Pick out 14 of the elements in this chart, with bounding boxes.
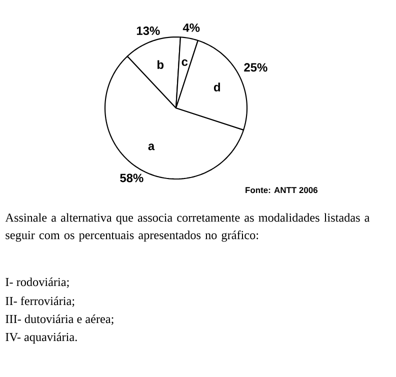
text: Assinale a alternativa que associa corretamente as modalidades listadas a seguir com os percentuais apresentados no gráfico: (5, 213, 370, 242)
text: III- dutoviária e aérea; (6, 314, 114, 325)
text: II- ferroviária; (6, 296, 74, 307)
slice-label: c (182, 59, 188, 66)
data-label: 58% (120, 174, 144, 182)
slice-label: a (148, 144, 155, 150)
text: I- rodoviária; (6, 278, 69, 288)
data-label: 13% (136, 26, 160, 35)
slice-label: b (158, 60, 164, 69)
slice-label: d (214, 82, 220, 92)
data-label: 25% (244, 63, 268, 72)
source-note: Fonte: ANTT 2006 (246, 187, 318, 194)
data-label: 4% (182, 23, 200, 32)
text: IV- aquaviária. (6, 332, 77, 344)
